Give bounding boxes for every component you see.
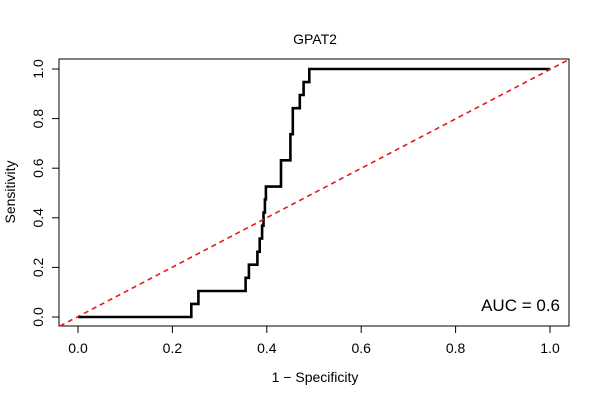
reference-diagonal	[59, 59, 569, 327]
x-tick-label: 1.0	[540, 340, 560, 356]
y-tick-label: 0.8	[30, 109, 46, 129]
y-axis-label: Sensitivity	[2, 160, 18, 223]
series-layer	[59, 59, 569, 327]
auc-annotation: AUC = 0.6	[481, 296, 560, 315]
chart-title: GPAT2	[293, 31, 337, 47]
x-tick-label: 0.4	[257, 340, 277, 356]
x-tick-label: 0.6	[351, 340, 371, 356]
x-axis-label: 1 − Specificity	[272, 369, 359, 385]
x-axis: 0.0 0.2 0.4 0.6 0.8 1.0	[68, 325, 560, 356]
y-tick-label: 0.0	[30, 307, 46, 327]
y-axis: 0.0 0.2 0.4 0.6 0.8 1.0	[30, 59, 60, 327]
y-tick-label: 1.0	[30, 59, 46, 79]
y-tick-label: 0.4	[30, 208, 46, 228]
y-tick-label: 0.6	[30, 158, 46, 178]
roc-curve	[78, 67, 550, 319]
x-tick-label: 0.0	[68, 340, 88, 356]
x-tick-label: 0.8	[446, 340, 466, 356]
x-tick-label: 0.2	[163, 340, 183, 356]
y-tick-label: 0.2	[30, 257, 46, 277]
